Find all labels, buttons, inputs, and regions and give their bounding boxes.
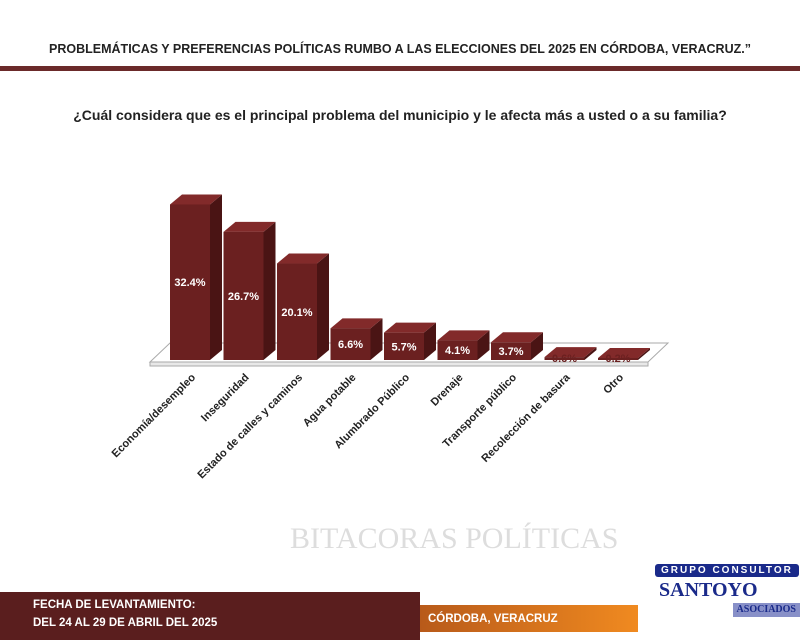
- bar-side: [584, 347, 597, 360]
- bar-side: [263, 221, 276, 360]
- bar: [170, 204, 210, 360]
- bar-top: [170, 194, 222, 205]
- chart-floor-edge: [149, 361, 649, 367]
- bar-top: [437, 330, 490, 341]
- bar-side: [317, 253, 329, 360]
- watermark: BITACORAS POLÍTICAS: [290, 522, 619, 555]
- data-label: 5.7%: [391, 341, 416, 353]
- bar: [544, 357, 585, 360]
- footer-band: FECHA DE LEVANTAMIENTO: DEL 24 AL 29 DE …: [0, 592, 420, 640]
- city-label: CÓRDOBA, VERACRUZ: [428, 613, 558, 625]
- bar-top: [223, 221, 276, 232]
- header-divider: [0, 66, 800, 71]
- bar-top: [384, 322, 436, 333]
- date-value: DEL 24 AL 29 DE ABRIL DEL 2025: [33, 617, 218, 629]
- bar-top: [330, 318, 383, 329]
- bar: [491, 342, 531, 360]
- logo-sub: ASOCIADOS: [732, 603, 800, 617]
- data-label: 32.4%: [174, 277, 205, 289]
- data-label: 6.6%: [338, 339, 363, 351]
- category-label: Drenaje: [429, 372, 466, 409]
- data-label: 0.2%: [605, 353, 630, 365]
- bar-top: [598, 348, 650, 358]
- bar-top: [544, 347, 597, 358]
- bar: [277, 263, 317, 360]
- bar-side: [370, 318, 383, 360]
- category-label: Economía/desempleo: [110, 371, 199, 460]
- category-label: Estado de calles y caminos: [195, 372, 305, 482]
- bar: [384, 332, 424, 360]
- data-label: 20.1%: [281, 307, 312, 319]
- category-label: Recolección de basura: [479, 371, 573, 465]
- report-title: PROBLEMÁTICAS Y PREFERENCIAS POLÍTICAS R…: [49, 42, 751, 56]
- data-label: 4.1%: [445, 345, 470, 357]
- company-logo: GRUPO CONSULTOR SANTOYO ASOCIADOS: [655, 564, 800, 624]
- logo-top: GRUPO CONSULTOR: [655, 564, 799, 577]
- data-label: 3.7%: [498, 346, 523, 358]
- bar-top: [277, 253, 329, 264]
- category-label: Otro: [601, 371, 626, 396]
- date-label: FECHA DE LEVANTAMIENTO:: [33, 599, 196, 611]
- footer-orange-band: [420, 605, 638, 632]
- bar: [223, 231, 264, 360]
- bar: [330, 328, 371, 360]
- category-label: Inseguridad: [199, 372, 252, 425]
- data-label: 0.6%: [552, 353, 577, 365]
- bar-side: [424, 322, 436, 360]
- bar: [598, 358, 638, 360]
- bar: [437, 340, 478, 360]
- logo-main: SANTOYO: [659, 579, 758, 601]
- bar-side: [531, 332, 543, 360]
- bar-side: [477, 330, 490, 360]
- bar-side: [210, 194, 222, 360]
- bar-side: [638, 348, 650, 360]
- bar-top: [491, 332, 543, 343]
- category-label: Agua potable: [301, 372, 359, 430]
- data-label: 26.7%: [228, 291, 259, 303]
- chart-title: ¿Cuál considera que es el principal prob…: [73, 107, 727, 123]
